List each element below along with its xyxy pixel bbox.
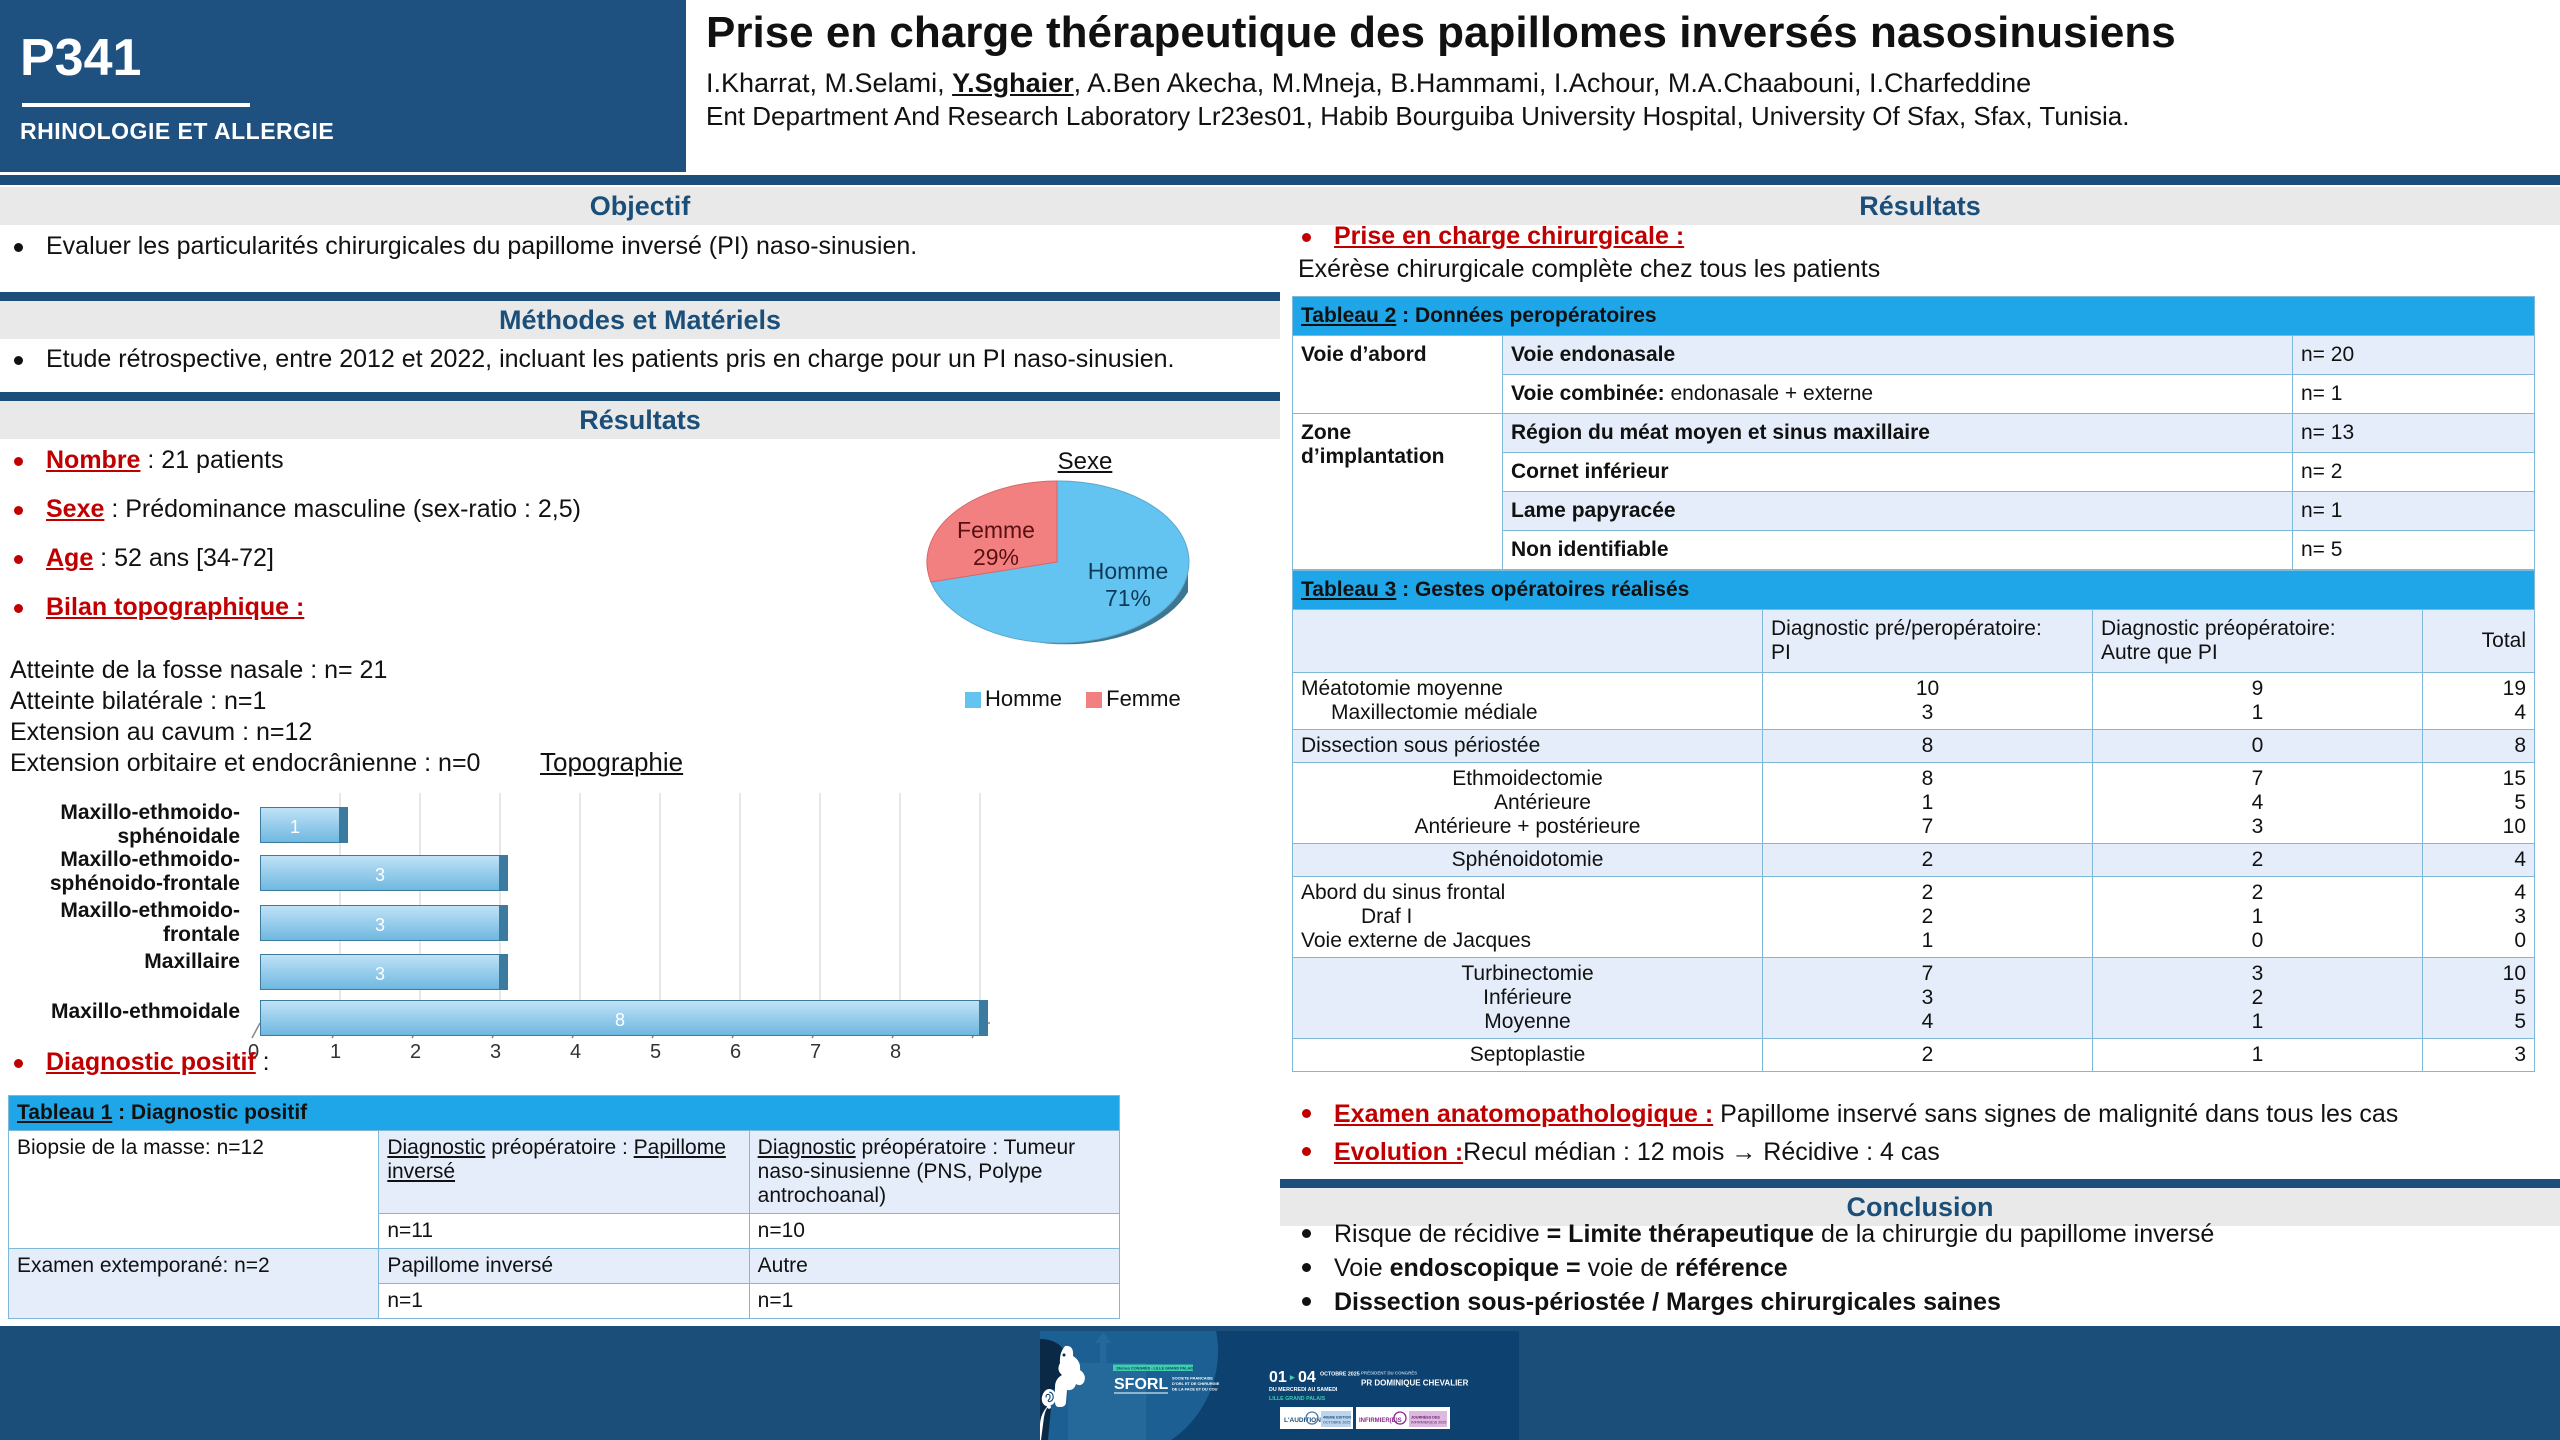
svg-text:OCTOBRE 2025: OCTOBRE 2025 <box>1320 1372 1360 1378</box>
svg-text:PRÉSIDENT DU CONGRÈS: PRÉSIDENT DU CONGRÈS <box>1361 1371 1417 1376</box>
svg-text:29%: 29% <box>973 544 1019 570</box>
svg-text:D'ORL ET DE CHIRURGIE: D'ORL ET DE CHIRURGIE <box>1172 1381 1220 1386</box>
svg-text:INFIRMIER(E)S 2025: INFIRMIER(E)S 2025 <box>1411 1421 1446 1425</box>
svg-text:DU MERCREDI AU SAMEDI: DU MERCREDI AU SAMEDI <box>1269 1387 1338 1393</box>
svg-text:SOCIETE FRANCAISE: SOCIETE FRANCAISE <box>1172 1376 1213 1381</box>
svg-text:JOURNÉES DES: JOURNÉES DES <box>1411 1415 1440 1420</box>
svg-text:PR DOMINIQUE CHEVALIER: PR DOMINIQUE CHEVALIER <box>1361 1379 1469 1388</box>
svg-text:71%: 71% <box>1105 585 1151 611</box>
svg-text:40EME EDITION: 40EME EDITION <box>1323 1416 1351 1420</box>
svg-text:19èmes CONGRÈS - LILLE GRAND P: 19èmes CONGRÈS - LILLE GRAND PALAIS <box>1116 1366 1194 1371</box>
svg-text:04: 04 <box>1298 1369 1316 1386</box>
svg-text:01: 01 <box>1269 1369 1287 1386</box>
svg-text:Homme: Homme <box>1088 558 1169 584</box>
svg-text:DE LA FACE ET DU COU: DE LA FACE ET DU COU <box>1172 1387 1218 1392</box>
svg-text:OCTOBRE 2025: OCTOBRE 2025 <box>1323 1421 1350 1425</box>
svg-text:LILLE GRAND PALAIS: LILLE GRAND PALAIS <box>1269 1396 1326 1402</box>
svg-text:SFORL: SFORL <box>1114 1376 1168 1393</box>
svg-text:▸: ▸ <box>1289 1372 1295 1382</box>
svg-text:Femme: Femme <box>957 517 1035 543</box>
